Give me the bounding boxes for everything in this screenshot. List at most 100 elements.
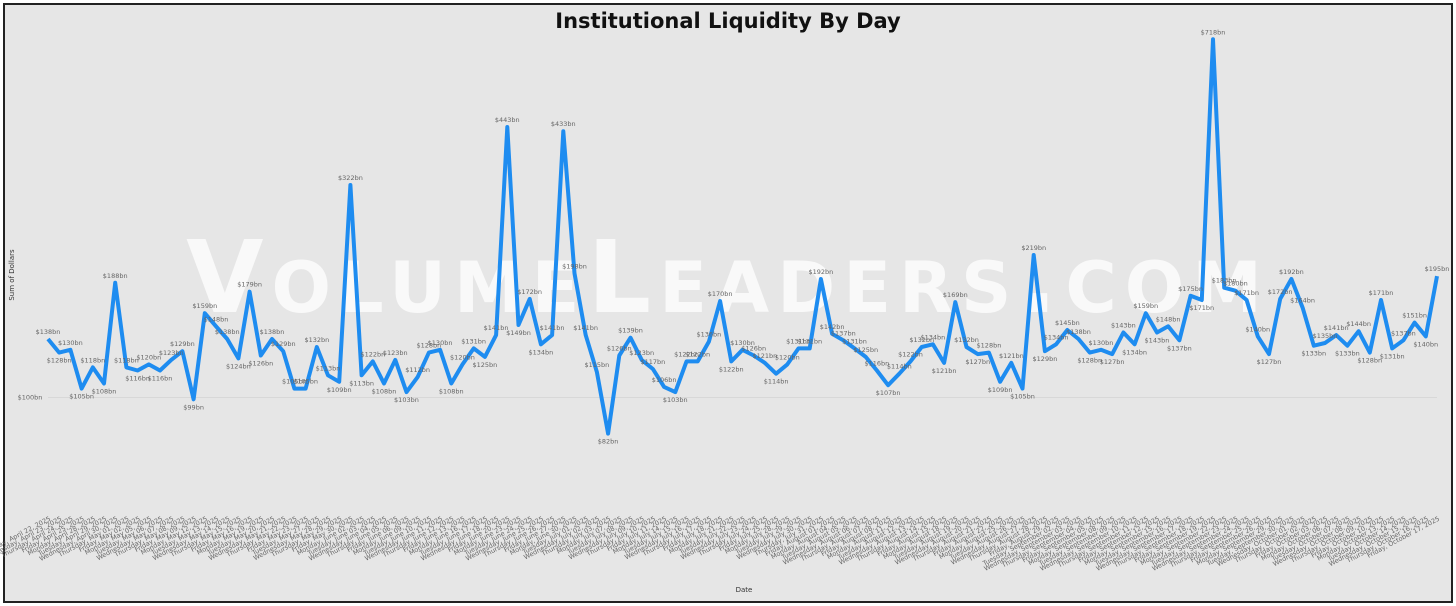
data-label: $138bn <box>36 328 61 336</box>
data-label: $126bn <box>607 345 632 353</box>
data-label: $219bn <box>1021 244 1046 252</box>
data-label: $132bn <box>909 336 934 344</box>
data-label: $82bn <box>598 438 619 446</box>
data-label: $125bn <box>853 346 878 354</box>
data-label: $108bn <box>372 388 397 396</box>
data-label: $129bn <box>170 340 195 348</box>
data-label: $123bn <box>159 349 184 357</box>
data-label: $130bn <box>730 339 755 347</box>
data-label: $151bn <box>1402 312 1427 320</box>
data-label: $198bn <box>562 262 587 270</box>
data-label: $118bn <box>80 356 105 364</box>
data-label: $144bn <box>1346 320 1371 328</box>
data-label: $106bn <box>652 376 677 384</box>
data-label: $120bn <box>775 353 800 361</box>
x-axis-title: Date <box>736 586 753 594</box>
data-label: $137bn <box>831 329 856 337</box>
data-label: $134bn <box>528 348 553 356</box>
y-axis-title: Sum of Dollars <box>8 249 16 301</box>
data-label: $169bn <box>943 291 968 299</box>
data-label: $127bn <box>1257 358 1282 366</box>
data-label: $127bn <box>965 358 990 366</box>
data-label: $133bn <box>1301 350 1326 358</box>
data-label: $107bn <box>876 389 901 397</box>
data-label: $122bn <box>898 350 923 358</box>
data-label: $443bn <box>495 116 520 124</box>
data-label: $141bn <box>1324 324 1349 332</box>
data-label: $133bn <box>1335 350 1360 358</box>
data-label: $148bn <box>204 315 229 323</box>
data-label: $433bn <box>551 120 576 128</box>
data-label: $195bn <box>1425 265 1450 273</box>
data-label: $126bn <box>741 345 766 353</box>
data-label: $148bn <box>1156 315 1181 323</box>
data-label: $121bn <box>932 367 957 375</box>
data-label: $128bn <box>977 342 1002 350</box>
data-label: $137bn <box>1167 344 1192 352</box>
data-label: $183bn <box>1212 277 1237 285</box>
data-label: $175bn <box>1178 285 1203 293</box>
data-label: $112bn <box>405 366 430 374</box>
data-label: $141bn <box>484 324 509 332</box>
data-label: $118bn <box>114 356 139 364</box>
data-label: $132bn <box>954 336 979 344</box>
data-label: $108bn <box>92 388 117 396</box>
data-label: $170bn <box>708 290 733 298</box>
data-label: $103bn <box>663 396 688 404</box>
data-label: $171bn <box>1189 304 1214 312</box>
data-label: $718bn <box>1201 28 1226 36</box>
data-label: $128bn <box>1357 357 1382 365</box>
y-tick-label: $100bn <box>18 394 43 402</box>
data-label: $139bn <box>618 327 643 335</box>
data-label: $131bn <box>786 337 811 345</box>
data-label: $105bn <box>293 378 318 386</box>
data-label: $134bn <box>1122 348 1147 356</box>
data-label: $141bn <box>540 324 565 332</box>
data-label: $130bn <box>58 339 83 347</box>
data-label: $122bn <box>719 365 744 373</box>
data-label: $103bn <box>394 396 419 404</box>
data-label: $137bn <box>1391 329 1416 337</box>
data-label: $140bn <box>1413 340 1438 348</box>
data-label: $131bn <box>842 337 867 345</box>
data-label: $120bn <box>136 353 161 361</box>
data-label: $136bn <box>696 331 721 339</box>
data-label: $126bn <box>248 360 273 368</box>
data-label: $124bn <box>226 362 251 370</box>
data-label: $164bn <box>1290 297 1315 305</box>
data-label: $134bn <box>921 333 946 341</box>
data-label: $121bn <box>999 352 1024 360</box>
data-label: $131bn <box>797 337 822 345</box>
data-label: $149bn <box>506 329 531 337</box>
data-label: $105bn <box>1010 393 1035 401</box>
data-label: $113bn <box>349 379 374 387</box>
data-label: $159bn <box>192 302 217 310</box>
data-label: $142bn <box>820 323 845 331</box>
data-label: $122bn <box>674 350 699 358</box>
data-label: $127bn <box>1100 358 1125 366</box>
data-label: $180bn <box>1223 280 1248 288</box>
data-label: $123bn <box>383 349 408 357</box>
data-label: $138bn <box>215 328 240 336</box>
data-label: $159bn <box>1133 302 1158 310</box>
data-label: $192bn <box>1279 268 1304 276</box>
data-label: $116bn <box>125 375 150 383</box>
data-label: $128bn <box>47 357 72 365</box>
data-label: $172bn <box>1268 288 1293 296</box>
data-label: $130bn <box>1089 339 1114 347</box>
data-label: $141bn <box>573 324 598 332</box>
data-label: $131bn <box>461 337 486 345</box>
data-label: $120bn <box>450 353 475 361</box>
data-label: $143bn <box>1111 322 1136 330</box>
data-label: $114bn <box>764 378 789 386</box>
data-label: $171bn <box>1234 289 1259 297</box>
data-label: $179bn <box>237 281 262 289</box>
data-label: $192bn <box>809 268 834 276</box>
data-label: $143bn <box>1145 337 1170 345</box>
data-label: $114bn <box>887 363 912 371</box>
data-label: $128bn <box>416 342 441 350</box>
data-label: $172bn <box>517 288 542 296</box>
data-label: $129bn <box>1033 355 1058 363</box>
